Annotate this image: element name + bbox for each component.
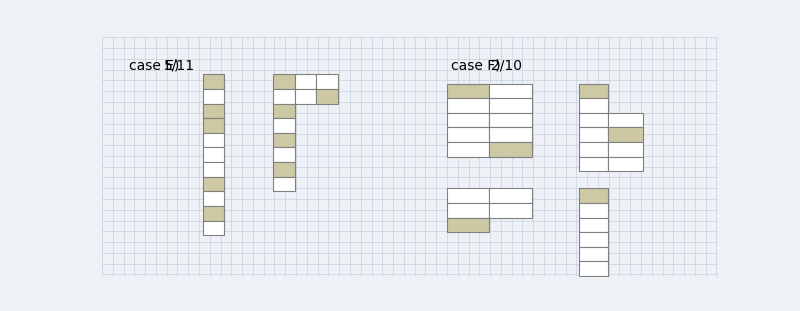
Text: case F): case F) — [451, 58, 501, 72]
Bar — [579, 217, 608, 232]
Bar — [203, 89, 225, 104]
Bar — [579, 232, 608, 247]
Bar — [316, 74, 338, 89]
Bar — [447, 113, 490, 128]
Bar — [490, 128, 532, 142]
Bar — [273, 104, 294, 118]
Bar — [203, 104, 225, 118]
Bar — [608, 157, 642, 171]
Bar — [490, 188, 532, 203]
Bar — [579, 203, 608, 217]
Bar — [203, 191, 225, 206]
Bar — [273, 177, 294, 191]
Bar — [273, 118, 294, 133]
Bar — [490, 98, 532, 113]
Text: 5/11: 5/11 — [163, 58, 194, 72]
Bar — [490, 84, 532, 98]
Bar — [203, 177, 225, 191]
Bar — [579, 157, 608, 171]
Bar — [273, 162, 294, 177]
Bar — [203, 147, 225, 162]
Bar — [203, 118, 225, 133]
Bar — [447, 203, 490, 217]
Bar — [447, 188, 490, 203]
Bar — [273, 74, 294, 89]
Bar — [579, 113, 608, 128]
Bar — [490, 203, 532, 217]
Bar — [608, 142, 642, 157]
Bar — [579, 142, 608, 157]
Bar — [273, 89, 294, 104]
Bar — [203, 162, 225, 177]
Bar — [447, 142, 490, 157]
Bar — [447, 84, 490, 98]
Bar — [203, 206, 225, 220]
Bar — [294, 74, 316, 89]
Bar — [579, 247, 608, 261]
Bar — [316, 89, 338, 104]
Bar — [579, 84, 608, 98]
Bar — [579, 261, 608, 276]
Bar — [294, 89, 316, 104]
Bar — [579, 128, 608, 142]
Bar — [203, 74, 225, 89]
Bar — [203, 133, 225, 147]
Bar — [608, 128, 642, 142]
Text: case E): case E) — [129, 58, 179, 72]
Bar — [273, 133, 294, 147]
Bar — [447, 98, 490, 113]
Bar — [579, 188, 608, 203]
Bar — [203, 220, 225, 235]
Bar — [490, 142, 532, 157]
Bar — [608, 113, 642, 128]
Bar — [490, 113, 532, 128]
Bar — [579, 98, 608, 113]
Bar — [273, 147, 294, 162]
Text: 2/10: 2/10 — [491, 58, 522, 72]
Bar — [447, 217, 490, 232]
Bar — [447, 128, 490, 142]
